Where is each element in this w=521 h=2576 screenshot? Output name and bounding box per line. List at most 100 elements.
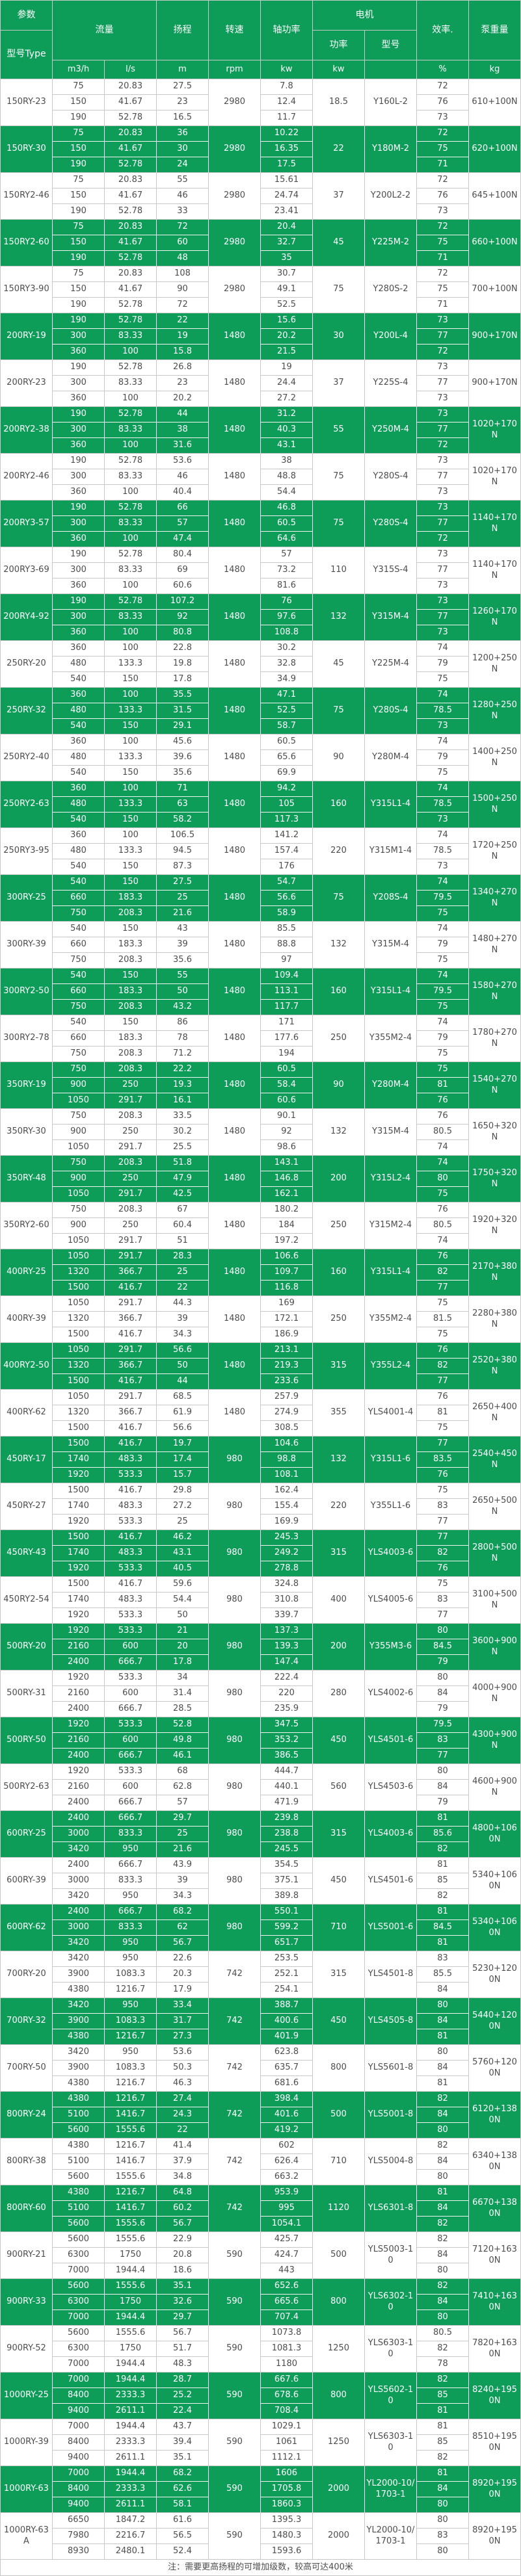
flow-ls-cell: 1944.4: [105, 2357, 157, 2373]
shaft-power-cell: 171: [261, 1015, 313, 1031]
pump-row: 190 52.78 48 35 71: [1, 251, 521, 267]
motor-model-cell: Y250M-4: [365, 407, 417, 454]
pump-model-cell: 150RY3-90: [1, 267, 53, 313]
flow-ls-cell: 1750: [105, 2295, 157, 2310]
flow-ls-cell: 20.83: [105, 126, 157, 142]
flow-m3h-cell: 190: [53, 298, 105, 313]
efficiency-cell: 75: [417, 1577, 469, 1593]
shaft-power-cell: 953.9: [261, 2185, 313, 2201]
flow-m3h-cell: 750: [53, 1109, 105, 1125]
pump-model-cell: 300RY-25: [1, 875, 53, 922]
speed-cell: 590: [209, 2373, 261, 2419]
shaft-power-cell: 550.1: [261, 1905, 313, 1920]
shaft-power-cell: 19: [261, 360, 313, 376]
flow-ls-cell: 183.3: [105, 984, 157, 1000]
motor-power-cell: 45: [313, 220, 365, 267]
pump-row: 1920 533.3 15.7 108.1 76: [1, 1468, 521, 1483]
head-cell: 57: [157, 516, 209, 532]
pump-model-cell: 800RY-24: [1, 2092, 53, 2139]
shaft-power-cell: 235.9: [261, 1702, 313, 1717]
pump-model-cell: 300RY2-78: [1, 1015, 53, 1062]
flow-m3h-cell: 5600: [53, 2279, 105, 2295]
head-cell: 55: [157, 969, 209, 984]
efficiency-cell: 80: [417, 1764, 469, 1780]
efficiency-cell: 77: [417, 469, 469, 485]
flow-ls-cell: 600: [105, 1639, 157, 1655]
head-cell: 40.4: [157, 485, 209, 501]
flow-m3h-cell: 1920: [53, 1764, 105, 1780]
pump-row: 1740 483.3 27.2 155.4 83: [1, 1499, 521, 1515]
efficiency-cell: 75: [417, 235, 469, 251]
flow-m3h-cell: 3420: [53, 1936, 105, 1951]
weight-cell: 2170+380N: [469, 1249, 521, 1296]
head-cell: 43.2: [157, 1000, 209, 1015]
head-cell: 56.6: [157, 1421, 209, 1437]
shaft-power-cell: 157.4: [261, 844, 313, 859]
pump-model-cell: 250RY-20: [1, 641, 53, 688]
weight-cell: 2650+400N: [469, 1390, 521, 1437]
flow-ls-cell: 150: [105, 859, 157, 875]
motor-model-cell: Y315S-4: [365, 547, 417, 594]
flow-ls-cell: 2333.3: [105, 2388, 157, 2404]
motor-power-cell: 45: [313, 641, 365, 688]
flow-ls-cell: 83.33: [105, 469, 157, 485]
pump-row: 1920 533.3 50 339.7 77: [1, 1608, 521, 1624]
flow-header-cell: 流量: [53, 1, 157, 60]
flow-m3h-cell: 190: [53, 594, 105, 610]
shaft-power-cell: 665.6: [261, 2295, 313, 2310]
speed-cell: 1480: [209, 407, 261, 454]
flow-m3h-cell: 8400: [53, 2435, 105, 2451]
pump-row: 480 133.3 19.8 32.8 79: [1, 657, 521, 672]
weight-cell: 4600+900N: [469, 1764, 521, 1811]
flow-m3h-cell: 5100: [53, 2107, 105, 2123]
motor-power-cell: 160: [313, 781, 365, 828]
shaft-power-cell: 339.7: [261, 1608, 313, 1624]
flow-m3h-cell: 1740: [53, 1593, 105, 1608]
flow-ls-cell: 1555.6: [105, 2217, 157, 2232]
pump-row: 500RY-20 1920 533.3 21 980 137.3 200 Y355M3-6 80…: [1, 1624, 521, 1671]
efficiency-cell: 82: [417, 1842, 469, 1858]
shaft-power-cell: 707.4: [261, 2310, 313, 2326]
speed-cell: 1480: [209, 828, 261, 875]
head-cell: 20.8: [157, 2248, 209, 2263]
efficiency-cell: 85: [417, 2435, 469, 2451]
efficiency-cell: 79.5: [417, 891, 469, 906]
efficiency-cell: 73: [417, 313, 469, 329]
flow-m3h-cell: 1320: [53, 1359, 105, 1374]
head-cell: 60.4: [157, 1218, 209, 1234]
efficiency-cell: 74: [417, 781, 469, 797]
efficiency-cell: 74: [417, 1015, 469, 1031]
weight-cell: 5340+1060N: [469, 1905, 521, 1951]
shaft-power-cell: 20.4: [261, 220, 313, 235]
efficiency-cell: 79: [417, 1702, 469, 1717]
motor-model-cell: Y315M-4: [365, 1109, 417, 1156]
shaft-power-cell: 1081.3: [261, 2341, 313, 2357]
shaft-power-cell: 249.2: [261, 1546, 313, 1561]
pump-row: 250RY-32 360 100 35.5 1480 47.1 75 Y280S-4 74 128…: [1, 688, 521, 735]
head-cell: 43.1: [157, 1546, 209, 1561]
shaft-power-cell: 651.7: [261, 1936, 313, 1951]
flow-ls-cell: 533.3: [105, 1764, 157, 1780]
table-footer: 注：需要更高扬程的可增加级数，较高可达400米: [1, 2560, 521, 2576]
shaft-power-cell: 155.4: [261, 1499, 313, 1515]
flow-m3h-cell: 1500: [53, 1530, 105, 1546]
head-cell: 108: [157, 267, 209, 282]
shaft-power-cell: 635.7: [261, 2061, 313, 2076]
shaft-power-cell: 108.8: [261, 625, 313, 641]
shaft-power-cell: 663.2: [261, 2170, 313, 2185]
efficiency-cell: 77: [417, 1374, 469, 1390]
pump-row: 150RY-23 75 20.83 27.5 2980 7.8 18.5 Y160L-2 72 6…: [1, 79, 521, 126]
flow-m3h-cell: 3900: [53, 2061, 105, 2076]
head-cell: 27.5: [157, 875, 209, 891]
pump-row: 1050 291.7 16.1 60.6 76: [1, 1093, 521, 1109]
efficiency-cell: 75: [417, 672, 469, 688]
flow-m3h-cell: 1320: [53, 1265, 105, 1281]
efficiency-cell: 75: [417, 1296, 469, 1312]
flow-m3h-cell: 1740: [53, 1499, 105, 1515]
pump-row: 1740 483.3 54.4 310.8 83: [1, 1593, 521, 1608]
efficiency-cell: 76: [417, 189, 469, 204]
pump-row: 1500 416.7 56.6 308.5 75: [1, 1421, 521, 1437]
flow-m3h-cell: 900: [53, 1078, 105, 1093]
flow-ls-cell: 2333.3: [105, 2435, 157, 2451]
flow-m3h-cell: 900: [53, 1125, 105, 1140]
